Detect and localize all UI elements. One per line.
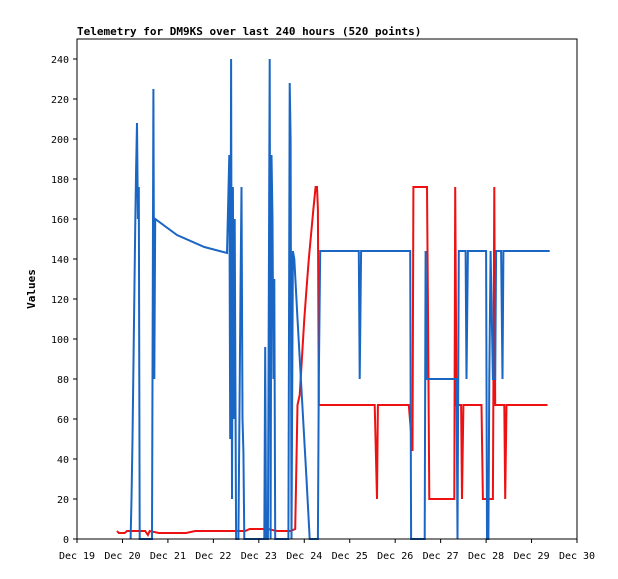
y-tick-label: 160 [51, 215, 69, 226]
y-tick-label: 80 [57, 375, 69, 386]
x-tick-label: Dec 21 [150, 551, 186, 562]
y-tick-label: 20 [57, 495, 69, 506]
x-tick-label: Dec 20 [104, 551, 140, 562]
x-tick-label: Dec 24 [286, 551, 322, 562]
x-tick-label: Dec 30 [559, 551, 595, 562]
series-line-2 [129, 58, 550, 540]
series-line-1 [116, 186, 548, 538]
y-tick-label: 0 [63, 535, 69, 546]
y-tick-label: 220 [51, 95, 69, 106]
x-tick-label: Dec 29 [513, 551, 549, 562]
y-tick-label: 240 [51, 55, 69, 66]
y-tick-label: 200 [51, 135, 69, 146]
y-axis-ticks: 0 20 40 60 80 100 120 140 160 180 200 220 240 [51, 55, 77, 546]
x-tick-label: Dec 27 [423, 551, 459, 562]
y-tick-label: 60 [57, 415, 69, 426]
x-axis-ticks: Dec 19 Dec 20 Dec 21 Dec 22 Dec 23 Dec 24 Dec … [59, 539, 595, 562]
x-tick-label: Dec 19 [59, 551, 95, 562]
y-tick-label: 140 [51, 255, 69, 266]
y-tick-label: 120 [51, 295, 69, 306]
y-axis-label: Values [25, 269, 38, 309]
x-tick-label: Dec 23 [241, 551, 277, 562]
plot-frame [76, 38, 578, 540]
x-tick-label: Dec 22 [195, 551, 231, 562]
y-tick-label: 180 [51, 175, 69, 186]
x-tick-label: Dec 25 [332, 551, 368, 562]
y-tick-label: 100 [51, 335, 69, 346]
y-tick-label: 40 [57, 455, 69, 466]
x-tick-label: Dec 26 [377, 551, 413, 562]
x-tick-label: Dec 28 [468, 551, 504, 562]
chart-title: Telemetry for DM9KS over last 240 hours … [77, 25, 421, 38]
